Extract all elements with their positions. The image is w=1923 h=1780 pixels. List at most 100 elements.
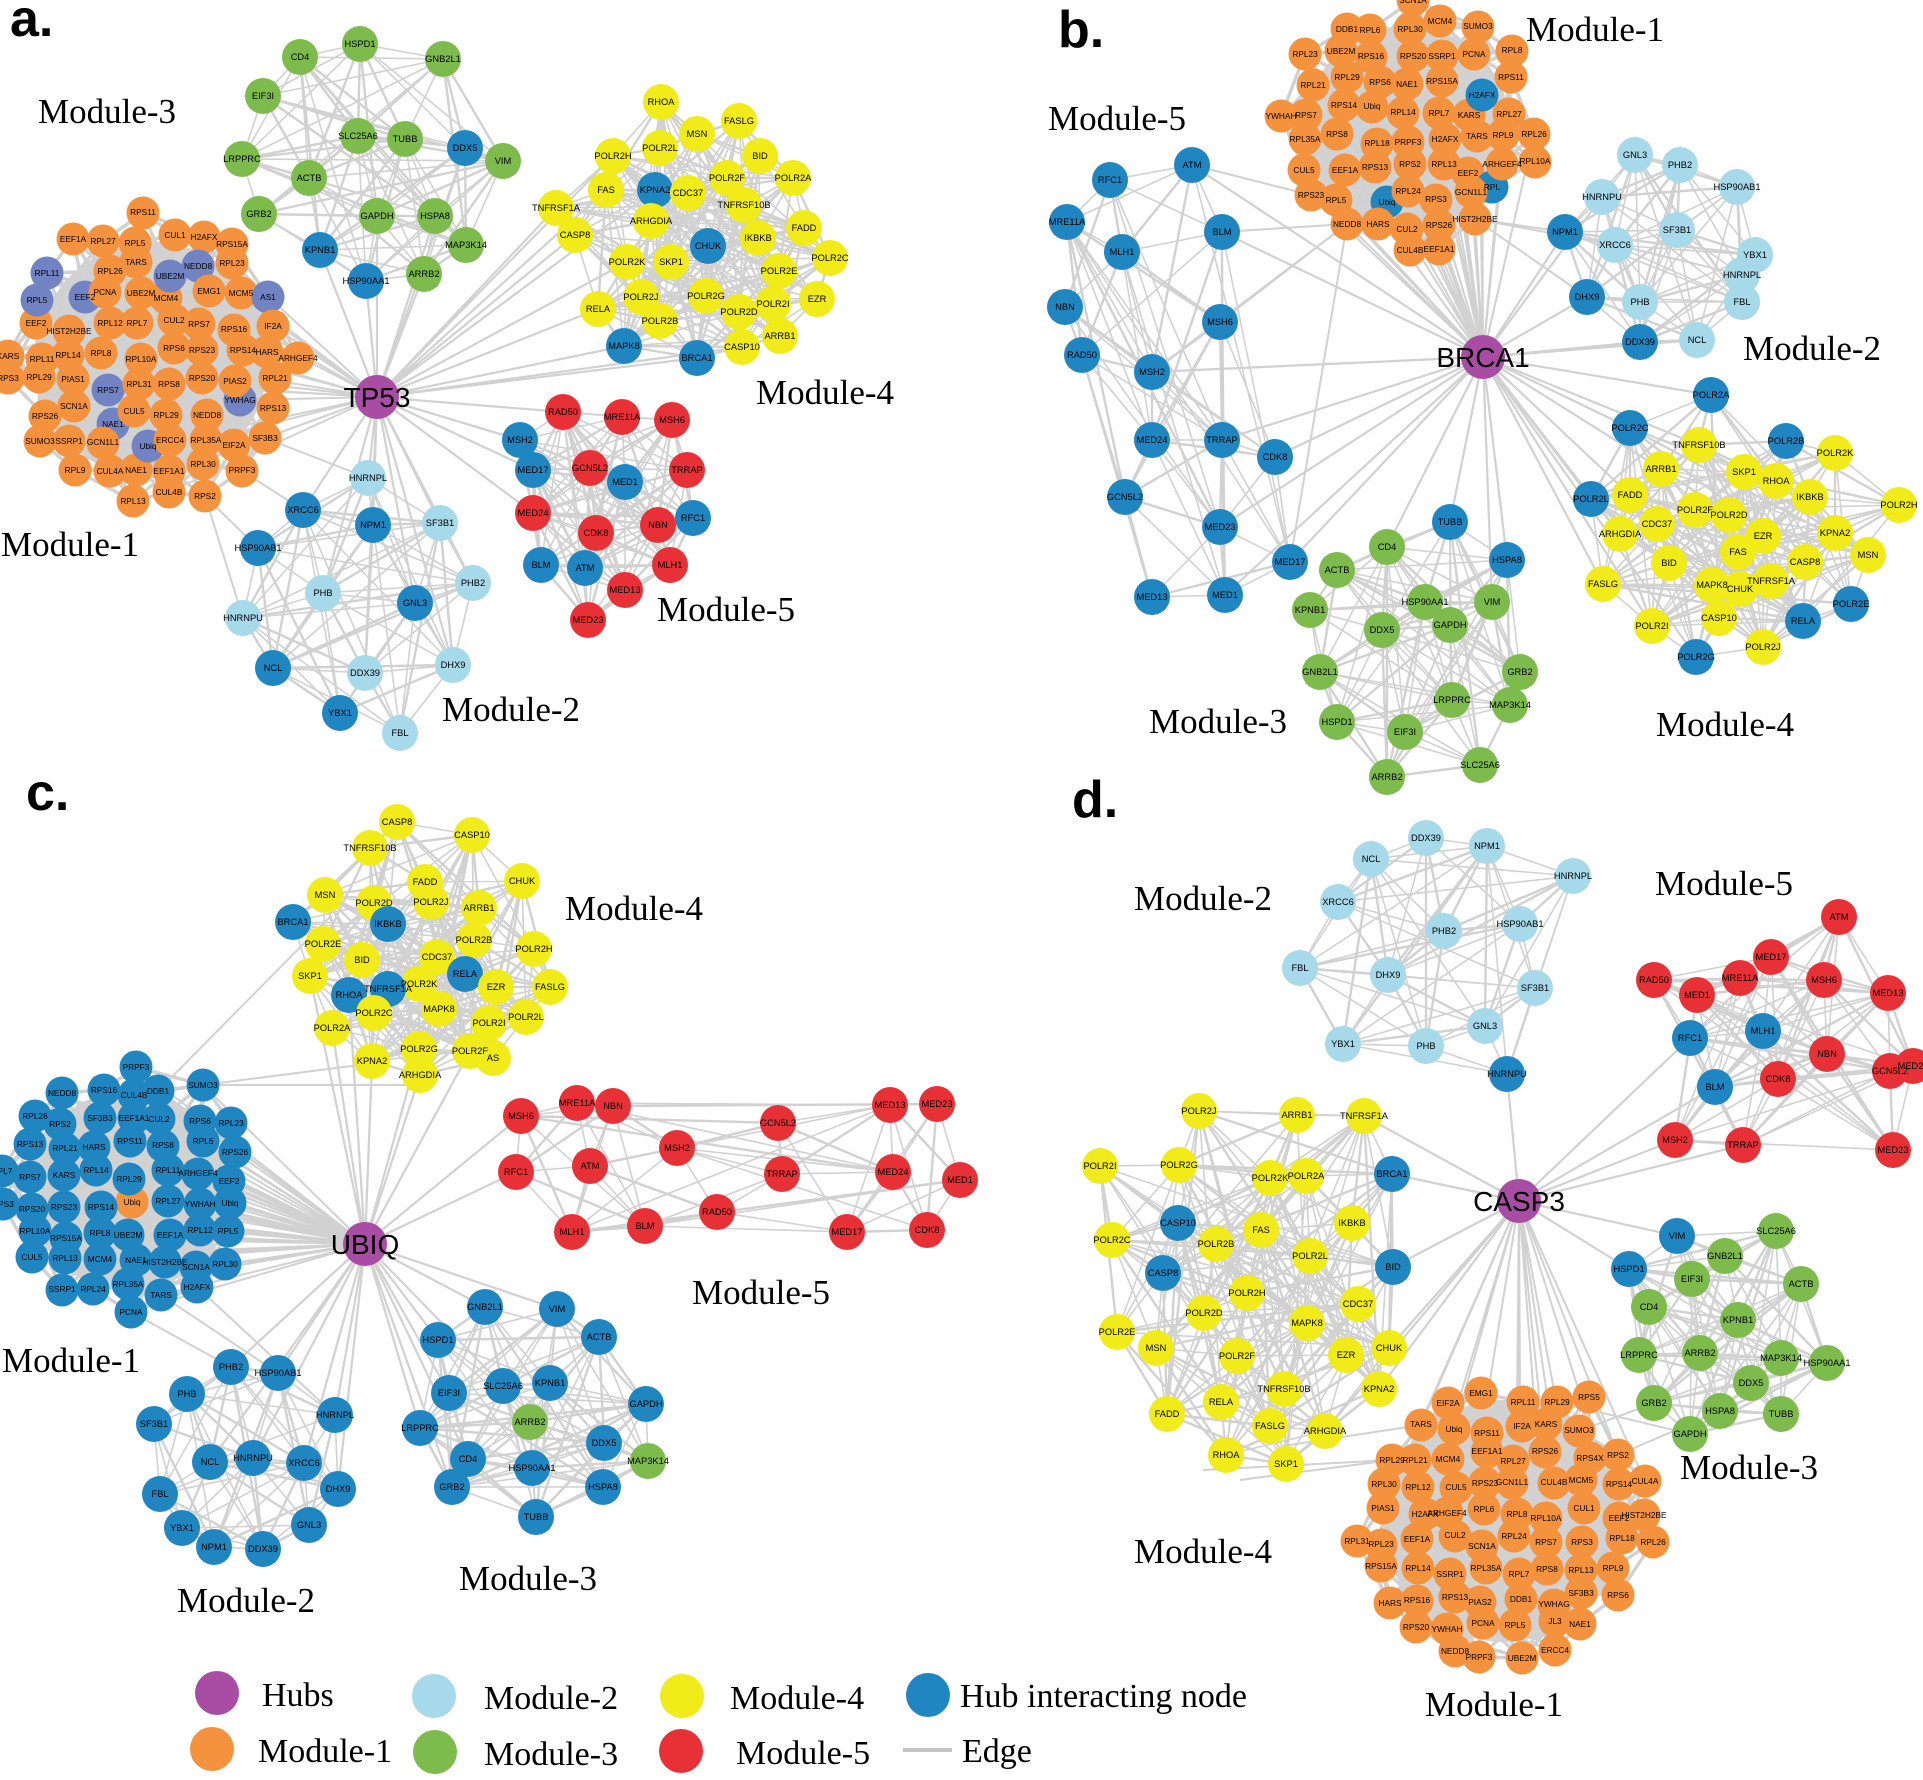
svg-text:UBE2M: UBE2M bbox=[1327, 46, 1356, 56]
svg-text:RPL29: RPL29 bbox=[153, 410, 179, 420]
svg-text:KPNA2: KPNA2 bbox=[357, 1056, 388, 1066]
svg-text:H2AFX: H2AFX bbox=[184, 1282, 211, 1292]
svg-text:ATM: ATM bbox=[1183, 160, 1202, 170]
svg-text:RPL23: RPL23 bbox=[1292, 49, 1318, 59]
svg-text:RPL9: RPL9 bbox=[65, 465, 86, 475]
svg-text:MED23: MED23 bbox=[1877, 1145, 1908, 1155]
svg-text:MAPK8: MAPK8 bbox=[1696, 580, 1728, 590]
svg-text:EEF2: EEF2 bbox=[26, 318, 47, 328]
svg-text:MAP3K14: MAP3K14 bbox=[1489, 700, 1531, 710]
svg-text:SKP1: SKP1 bbox=[1274, 1459, 1298, 1469]
svg-text:POLR2K: POLR2K bbox=[1252, 1173, 1289, 1183]
svg-text:TRRAP: TRRAP bbox=[671, 465, 703, 475]
svg-text:MSH6: MSH6 bbox=[1207, 317, 1233, 327]
svg-text:GAPDH: GAPDH bbox=[360, 211, 393, 221]
svg-text:HSP90AB1: HSP90AB1 bbox=[234, 543, 281, 553]
svg-text:FAS: FAS bbox=[1729, 547, 1747, 557]
svg-text:RPL30: RPL30 bbox=[1397, 24, 1423, 34]
svg-text:KPNA2: KPNA2 bbox=[1820, 528, 1851, 538]
svg-text:FBL: FBL bbox=[1291, 963, 1308, 973]
svg-text:GRB2: GRB2 bbox=[1507, 667, 1532, 677]
svg-text:ARRB2: ARRB2 bbox=[408, 269, 439, 279]
svg-text:TRRAP: TRRAP bbox=[1206, 435, 1238, 445]
svg-text:d.: d. bbox=[1072, 771, 1118, 829]
svg-text:KPNB1: KPNB1 bbox=[1295, 605, 1326, 615]
svg-text:POLR2B: POLR2B bbox=[1768, 436, 1805, 446]
svg-text:POLR2C: POLR2C bbox=[1611, 423, 1648, 433]
svg-text:POLR2K: POLR2K bbox=[401, 979, 438, 989]
svg-text:ARHGEF4: ARHGEF4 bbox=[1482, 159, 1522, 169]
svg-text:TARS: TARS bbox=[125, 257, 147, 267]
svg-text:DDB1: DDB1 bbox=[1336, 24, 1359, 34]
svg-text:RELA: RELA bbox=[1791, 616, 1816, 626]
svg-text:POLR2H: POLR2H bbox=[594, 151, 631, 161]
svg-text:POLR2E: POLR2E bbox=[305, 939, 342, 949]
svg-text:CASP8: CASP8 bbox=[1148, 1268, 1179, 1278]
svg-text:POLR2G: POLR2G bbox=[687, 291, 725, 301]
svg-text:RPL24: RPL24 bbox=[80, 1284, 106, 1294]
svg-text:KPNA2: KPNA2 bbox=[640, 185, 671, 195]
svg-text:LRPPRC: LRPPRC bbox=[1433, 695, 1471, 705]
svg-text:LRPPRC: LRPPRC bbox=[223, 154, 261, 164]
svg-text:PIAS1: PIAS1 bbox=[1371, 1503, 1395, 1513]
svg-text:IKBKB: IKBKB bbox=[1338, 1218, 1365, 1228]
svg-text:PRPF3: PRPF3 bbox=[123, 1062, 150, 1072]
svg-text:FADD: FADD bbox=[1618, 490, 1643, 500]
svg-text:TNFRSF1A: TNFRSF1A bbox=[532, 203, 581, 213]
svg-text:Module-1: Module-1 bbox=[1, 525, 139, 564]
svg-text:CUL5: CUL5 bbox=[1445, 1482, 1467, 1492]
svg-text:IF2A: IF2A bbox=[1513, 1421, 1531, 1431]
svg-text:RPS14: RPS14 bbox=[1331, 100, 1358, 110]
svg-text:RPS6: RPS6 bbox=[189, 1116, 211, 1126]
svg-text:TP53: TP53 bbox=[344, 382, 411, 413]
svg-text:CASP3: CASP3 bbox=[1473, 1186, 1565, 1217]
svg-text:c.: c. bbox=[26, 764, 69, 822]
svg-text:PRPF3: PRPF3 bbox=[1466, 1652, 1493, 1662]
svg-text:RHOA: RHOA bbox=[336, 990, 364, 1000]
svg-text:FBL: FBL bbox=[391, 728, 408, 738]
svg-text:SLC25A6: SLC25A6 bbox=[1460, 760, 1500, 770]
svg-text:Module-5: Module-5 bbox=[1655, 864, 1793, 903]
svg-text:Module-5: Module-5 bbox=[692, 1273, 830, 1312]
svg-text:POLR2C: POLR2C bbox=[1093, 1235, 1130, 1245]
svg-text:HSPD1: HSPD1 bbox=[1613, 1264, 1644, 1274]
svg-text:GCN5L2: GCN5L2 bbox=[1872, 1066, 1908, 1076]
svg-text:HARS: HARS bbox=[82, 1142, 106, 1152]
svg-text:DDX5: DDX5 bbox=[1370, 625, 1395, 635]
svg-text:MAPK8: MAPK8 bbox=[608, 341, 640, 351]
svg-text:RPS15A: RPS15A bbox=[50, 1233, 82, 1243]
svg-text:MAP3K14: MAP3K14 bbox=[627, 1456, 669, 1466]
svg-text:HSP90AA1: HSP90AA1 bbox=[342, 276, 389, 286]
svg-text:MED1: MED1 bbox=[947, 1175, 973, 1185]
svg-text:BLM: BLM bbox=[1705, 1082, 1724, 1092]
svg-text:EMG1: EMG1 bbox=[197, 286, 221, 296]
svg-text:RPL5: RPL5 bbox=[218, 1226, 239, 1236]
svg-text:GCN5L2: GCN5L2 bbox=[572, 463, 608, 473]
svg-text:NEDD8: NEDD8 bbox=[193, 410, 222, 420]
svg-text:MRE11A: MRE11A bbox=[1722, 973, 1759, 983]
svg-text:ACTB: ACTB bbox=[587, 1332, 612, 1342]
svg-text:RPS8: RPS8 bbox=[1536, 1564, 1558, 1574]
svg-text:XRCC6: XRCC6 bbox=[287, 505, 319, 515]
svg-text:MED13: MED13 bbox=[1136, 592, 1167, 602]
svg-text:RPL26: RPL26 bbox=[1640, 1537, 1666, 1547]
svg-text:Edge: Edge bbox=[962, 1733, 1032, 1770]
svg-text:RPL12: RPL12 bbox=[1405, 1482, 1431, 1492]
svg-text:NEDD8: NEDD8 bbox=[1441, 1646, 1470, 1656]
svg-text:CASP10: CASP10 bbox=[454, 830, 490, 840]
svg-text:TRRAP: TRRAP bbox=[1727, 1140, 1759, 1150]
svg-text:EEF2: EEF2 bbox=[219, 1176, 240, 1186]
svg-text:AS1: AS1 bbox=[260, 292, 276, 302]
svg-text:GCN5L2: GCN5L2 bbox=[1107, 492, 1143, 502]
svg-text:RPS5: RPS5 bbox=[1578, 1392, 1600, 1402]
svg-text:ARRB2: ARRB2 bbox=[1684, 1348, 1715, 1358]
svg-text:POLR2D: POLR2D bbox=[1710, 510, 1747, 520]
svg-text:SKP1: SKP1 bbox=[659, 257, 683, 267]
svg-text:Module-2: Module-2 bbox=[177, 1581, 315, 1620]
svg-text:EIF3I: EIF3I bbox=[1681, 1274, 1703, 1284]
svg-text:POLR2I: POLR2I bbox=[756, 299, 789, 309]
svg-text:TUBB: TUBB bbox=[1769, 1409, 1794, 1419]
svg-text:FAS: FAS bbox=[597, 185, 615, 195]
svg-text:RPL18: RPL18 bbox=[1609, 1533, 1635, 1543]
svg-text:CUL4B: CUL4B bbox=[1397, 245, 1424, 255]
